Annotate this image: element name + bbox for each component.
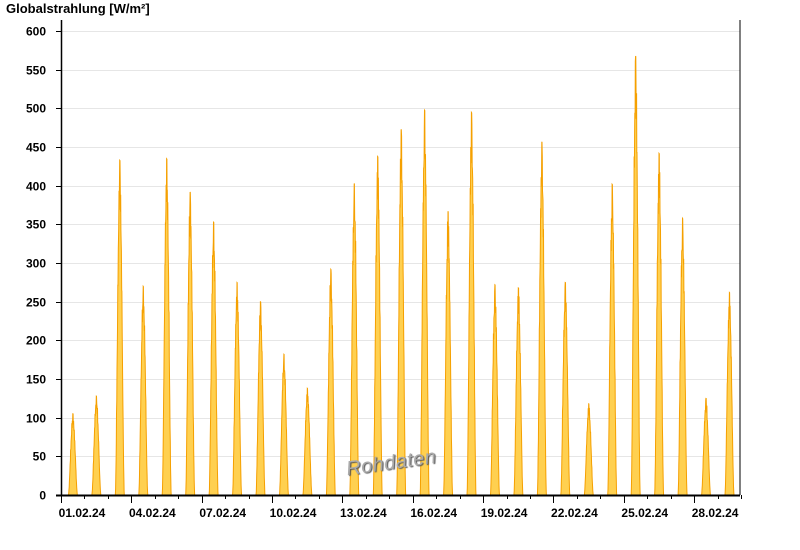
day-curve-18.02.24 — [466, 110, 477, 496]
y-tick-label: 550 — [26, 64, 46, 78]
y-tick-label: 400 — [26, 180, 46, 194]
day-curve-10.02.24 — [278, 353, 289, 496]
day-curve-27.02.24 — [677, 216, 688, 496]
day-curve-07.02.24 — [208, 221, 219, 496]
y-tick-label: 0 — [39, 489, 46, 503]
day-curve-01.02.24 — [67, 413, 78, 496]
day-curve-26.02.24 — [654, 151, 665, 496]
y-tick-label: 350 — [26, 218, 46, 232]
y-tick-label: 200 — [26, 334, 46, 348]
y-tick-label: 500 — [26, 102, 46, 116]
y-axis-label: Globalstrahlung [W/m²] — [6, 1, 150, 16]
y-tick-label: 150 — [26, 373, 46, 387]
x-tick-label: 07.02.24 — [199, 506, 246, 520]
x-tick-label: 16.02.24 — [410, 506, 457, 520]
day-curve-23.02.24 — [583, 403, 594, 496]
day-curve-09.02.24 — [255, 300, 266, 496]
day-curve-24.02.24 — [607, 182, 618, 496]
day-curve-16.02.24 — [419, 108, 430, 496]
y-tick-label: 300 — [26, 257, 46, 271]
day-curve-20.02.24 — [513, 286, 524, 496]
day-curve-03.02.24 — [114, 158, 125, 496]
day-curve-11.02.24 — [302, 387, 313, 496]
day-curve-02.02.24 — [91, 395, 102, 496]
x-tick-label: 22.02.24 — [551, 506, 598, 520]
x-tick-label: 04.02.24 — [129, 506, 176, 520]
day-curve-14.02.24 — [372, 155, 383, 496]
y-tick-label: 50 — [33, 450, 47, 464]
day-curve-08.02.24 — [232, 281, 243, 496]
day-curve-15.02.24 — [396, 129, 407, 496]
day-curve-28.02.24 — [700, 397, 712, 496]
day-curve-21.02.24 — [536, 141, 547, 496]
x-tick-label: 19.02.24 — [481, 506, 528, 520]
x-tick-label: 28.02.24 — [692, 506, 739, 520]
y-tick-label: 600 — [26, 25, 46, 39]
y-tick-label: 450 — [26, 141, 46, 155]
x-tick-label: 25.02.24 — [621, 506, 668, 520]
x-tick-label: 10.02.24 — [270, 506, 317, 520]
x-tick-label: 01.02.24 — [59, 506, 106, 520]
day-curve-22.02.24 — [560, 281, 571, 496]
x-tick-label: 13.02.24 — [340, 506, 387, 520]
day-curve-04.02.24 — [138, 284, 149, 496]
y-tick-label: 250 — [26, 296, 46, 310]
day-curve-05.02.24 — [161, 157, 172, 496]
y-tick-label: 100 — [26, 412, 46, 426]
day-curve-29.02.24 — [724, 291, 735, 496]
day-curve-19.02.24 — [489, 283, 501, 496]
day-curve-13.02.24 — [349, 183, 360, 496]
day-curve-17.02.24 — [443, 211, 454, 496]
day-curve-25.02.24 — [630, 55, 641, 496]
day-curve-12.02.24 — [325, 267, 336, 496]
day-curve-06.02.24 — [185, 191, 196, 496]
